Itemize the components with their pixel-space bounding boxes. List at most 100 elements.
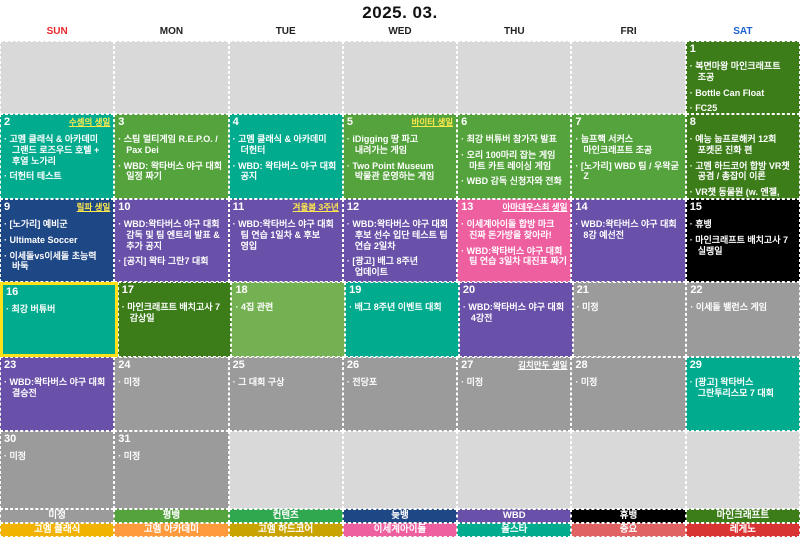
day-number: 23 — [4, 359, 17, 371]
cell-header: 4 — [233, 116, 339, 129]
day-number: 17 — [121, 284, 134, 296]
day-cell-29: 29 [광고] 왁타버스 그란투리스모 7 대회 — [685, 357, 800, 431]
event-item: 미정 — [461, 377, 567, 388]
day-cell-27: 27 김치만두 생일미정 — [457, 357, 572, 431]
event-item: 더헌터 테스트 — [4, 171, 110, 182]
event-item: WBD:왁타버스 야구 대회 후보 선수 입단 테스트 팀 연습 2일차 — [347, 219, 453, 251]
legend-row-2: 고멤 클래식 고멤 아카데미 고멤 하드코어 이세계아이돌 올스타 중요 레게노 — [0, 523, 800, 537]
empty-cell — [0, 41, 115, 114]
legend-item: 평뱅 — [114, 509, 229, 523]
cell-header: 19 — [349, 284, 455, 297]
legend-item: 고멤 아카데미 — [114, 523, 229, 537]
day-cell-28: 28 미정 — [571, 357, 686, 431]
day-number: 7 — [575, 116, 582, 128]
day-number: 10 — [118, 201, 131, 213]
legend-item: 늦뱅 — [342, 509, 458, 523]
day-number: 6 — [461, 116, 468, 128]
empty-cell — [342, 431, 458, 509]
legend-item: 컨텐츠 — [228, 509, 343, 523]
weekday-sun: SUN — [46, 26, 68, 37]
cell-header: 7 — [575, 116, 681, 129]
week-row-3: 9 릴파 생일 [노가리] 예비군 Ultimate Soccer 이세돌vs이세돌 초… — [0, 199, 800, 282]
day-number: 22 — [690, 284, 703, 296]
weekday-sat: SAT — [733, 26, 753, 37]
day-cell-21: 21 미정 — [572, 282, 687, 357]
event-item: 휴뱅 — [690, 219, 796, 230]
calendar-grid: 1 복면마왕 마인크래프트 조공 Bottle Can Float FC25 2 수셈의 … — [0, 41, 800, 509]
day-cell-11: 11 겨울봄 3주년 WBD:왁타버스 야구 대회 팀 연습 1일차 & 후보 영입 — [228, 199, 343, 282]
legend-item: 미정 — [0, 509, 115, 523]
cell-header: 11 겨울봄 3주년 — [233, 201, 339, 214]
birthday-badge: 김치만두 생일 — [518, 360, 568, 370]
cell-header: 22 — [690, 284, 796, 297]
legend-item: 고멤 클래식 — [0, 523, 115, 537]
event-item: 최강 버튜버 — [6, 304, 112, 315]
cell-header: 23 — [4, 359, 110, 372]
event-item: 복면마왕 마인크래프트 조공 — [690, 61, 796, 83]
cell-header: 14 — [575, 201, 681, 214]
empty-cell — [114, 41, 229, 114]
event-item: 눕프핵 서커스 마인크래프트 조공 — [575, 134, 681, 156]
event-item: WBD:왁타버스 야구 대회 8강 예선전 — [575, 219, 681, 241]
legend-row-1: 미정 평뱅 컨텐츠 늦뱅 WBD 휴뱅 마인크래프트 — [0, 509, 800, 523]
day-number: 27 — [461, 359, 474, 371]
day-cell-13: 13 아마데우스최 생일이세계아이돌 합방 마크 진짜 돈가방을 찾아라! WBD:… — [457, 199, 572, 282]
empty-cell — [228, 431, 343, 509]
cell-header: 1 — [690, 43, 796, 56]
event-item: 스팀 멀티게임 R.E.P.O. / Pax Dei — [118, 134, 224, 156]
legend-item: 올스타 — [457, 523, 572, 537]
day-number: 24 — [118, 359, 131, 371]
event-item: WBD:왁타버스 야구 대회 4강전 — [463, 302, 569, 324]
cell-header: 31 — [118, 433, 224, 446]
day-number: 12 — [346, 201, 360, 213]
day-number: 29 — [689, 359, 702, 371]
event-item: 고멤 클래식 & 아카데미 더헌터 — [233, 134, 339, 156]
event-item: 이세돌vs이세돌 초능력 바둑 — [4, 251, 110, 273]
empty-cell — [685, 431, 800, 509]
event-item: [광고] 배그 8주년 업데이트 — [347, 256, 453, 278]
day-number: 3 — [118, 116, 125, 128]
cell-header: 13 아마데우스최 생일 — [461, 201, 567, 214]
event-item: [노가리] WBD 팀 / 우왁굳 Z — [575, 161, 681, 183]
cell-header: 2 수셈의 생일 — [4, 116, 110, 129]
event-item: 고멤 클래식 & 아카데미 그랜드 로즈우드 호텔 + 후열 노가리 — [4, 134, 110, 166]
event-item: 미정 — [575, 377, 681, 388]
day-number: 19 — [349, 284, 362, 296]
day-cell-5: 5 바이터 생일 iDigging 땅 파고 내려가는 게임 Two Point Mu… — [342, 114, 458, 199]
day-number: 25 — [232, 359, 245, 371]
day-cell-20: 20 WBD:왁타버스 야구 대회 4강전 — [458, 282, 573, 357]
day-cell-4: 4 고멤 클래식 & 아카데미 더헌터 WBD: 왁타버스 야구 대회 공지 — [228, 114, 343, 199]
legend: 미정 평뱅 컨텐츠 늦뱅 WBD 휴뱅 마인크래프트 고멤 클래식 고멤 아카데미 고멤 하드코어… — [0, 509, 800, 537]
cell-header: 5 바이터 생일 — [347, 116, 453, 129]
empty-cell — [457, 431, 572, 509]
week-row-5: 23 WBD:왁타버스 야구 대회 결승전 24 미정 25 그 대회 구상 26 전당포 27… — [0, 357, 800, 431]
week-row-2: 2 수셈의 생일고멤 클래식 & 아카데미 그랜드 로즈우드 호텔 + 후열 노가… — [0, 114, 800, 199]
event-item: 고멤 하드코어 합방 VR챗 공겸 / 총잡이 이론 — [690, 161, 796, 183]
day-number: 20 — [462, 284, 476, 296]
day-number: 28 — [575, 359, 588, 371]
event-item: 배그 8주년 이벤트 대회 — [349, 302, 455, 313]
event-item: 마인크래프트 배치고사 7 감상일 — [122, 302, 228, 324]
event-item: iDigging 땅 파고 내려가는 게임 — [347, 134, 453, 156]
cell-header: 6 — [461, 116, 567, 129]
empty-cell — [571, 41, 686, 114]
day-cell-22: 22 이세돌 밸런스 게임 — [686, 282, 800, 357]
day-number: 4 — [232, 116, 239, 128]
legend-item: 이세계아이돌 — [342, 523, 458, 537]
week-row-6: 30 미정 31 미정 — [0, 431, 800, 509]
cell-header: 8 — [690, 116, 796, 129]
day-cell-8: 8 예능 눕프로해커 12회 포켓몬 진화 편고멤 하드코어 합방 VR챗 공겸 … — [685, 114, 800, 199]
event-item: WBD:왁타버스 야구 대회 팀 연습 1일차 & 후보 영입 — [233, 219, 339, 251]
cell-header: 18 — [235, 284, 341, 297]
birthday-badge: 수셈의 생일 — [68, 117, 111, 127]
day-cell-3: 3 스팀 멀티게임 R.E.P.O. / Pax Dei WBD: 왁타버스 야구 … — [114, 114, 229, 199]
event-item: FC25 — [690, 103, 796, 113]
cell-header: 20 — [463, 284, 569, 297]
event-item: WBD:왁타버스 야구 대회 감독 및 팀 엔트리 발표 & 추가 공지 — [118, 219, 224, 251]
event-item: Bottle Can Float — [690, 88, 796, 99]
day-cell-16: 16 최강 버튜버 — [0, 282, 118, 357]
weekday-wed: WED — [388, 26, 412, 37]
event-item: 미정 — [118, 377, 224, 388]
